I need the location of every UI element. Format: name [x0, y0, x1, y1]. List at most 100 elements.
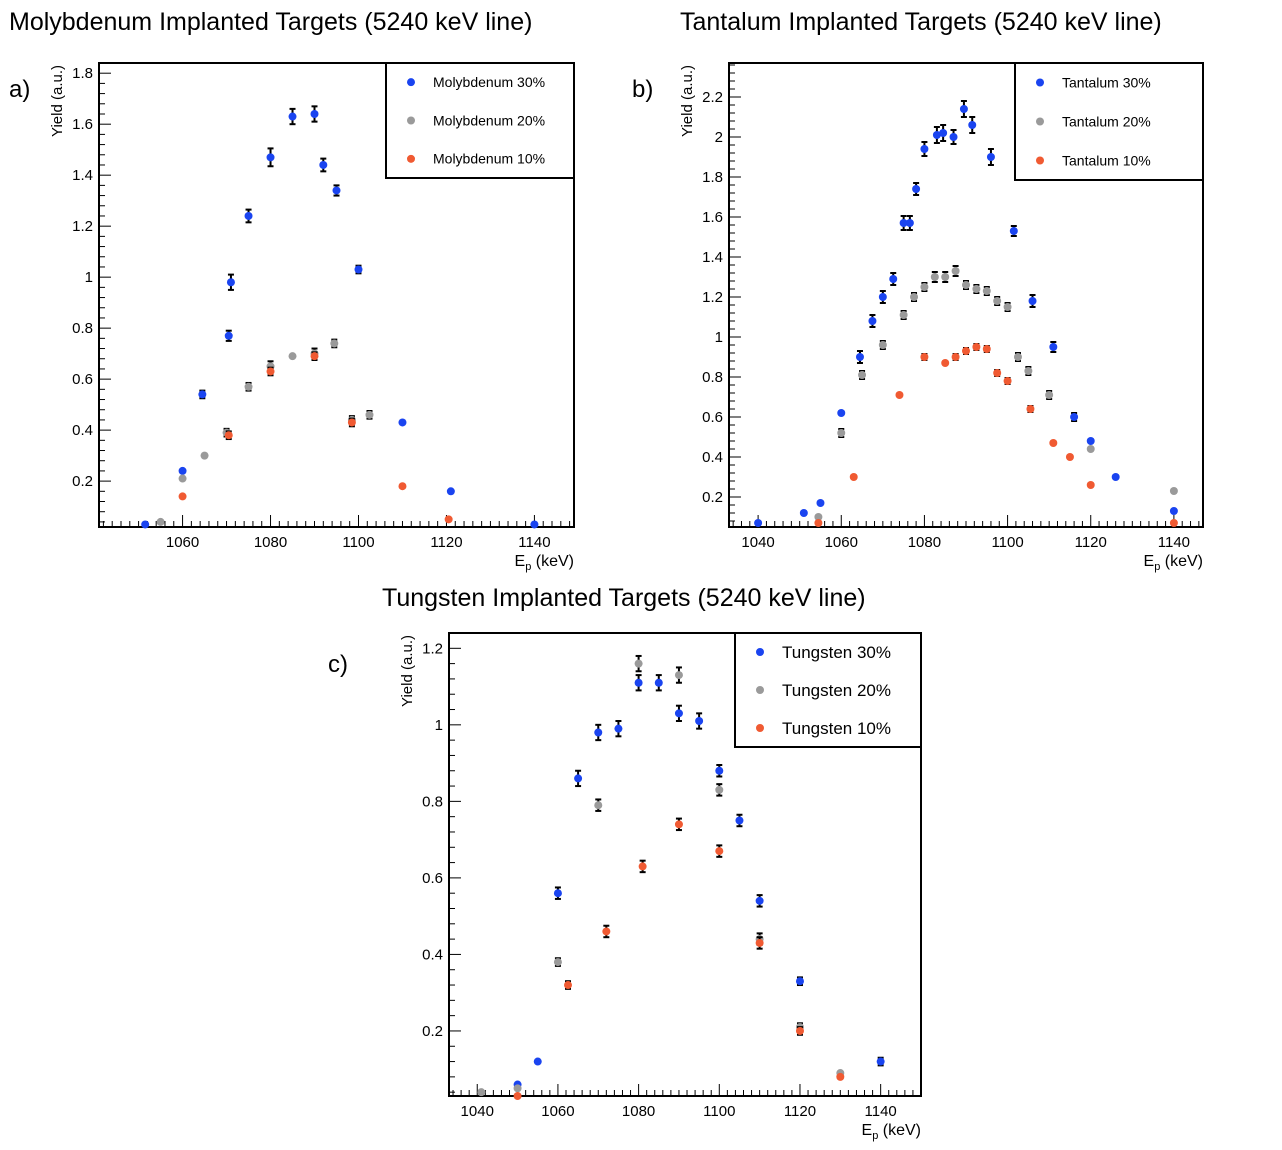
chart-b-legend-marker — [1036, 156, 1044, 165]
chart-c-series-1-point — [654, 678, 663, 687]
chart-a-legend-marker — [407, 154, 415, 163]
chart-b-series-1-point — [816, 499, 825, 507]
chart-c-x-tick-label: 1100 — [703, 1103, 735, 1120]
chart-c-x-tick-label: 1080 — [622, 1103, 655, 1120]
chart-a-series-3-point — [224, 431, 233, 440]
chart-a-series-2-point — [178, 474, 187, 483]
chart-b-legend-label: Tantalum 10% — [1062, 152, 1151, 168]
chart-b-series-1-point — [799, 509, 808, 517]
chart-a-x-tick-label: 1060 — [166, 534, 199, 551]
chart-a-series-1-point — [198, 390, 207, 399]
chart-b-series-1-point — [1028, 297, 1037, 305]
chart-c-series-1-point — [533, 1057, 542, 1066]
chart-b-series-2-point — [1086, 445, 1095, 453]
chart-a-x-tick-label: 1100 — [342, 534, 374, 551]
chart-c-legend-marker — [756, 724, 764, 732]
chart-b-series-1-point — [855, 353, 864, 361]
chart-a-panel-label: a) — [9, 76, 31, 103]
chart-c-y-tick-label: 1.2 — [422, 640, 443, 657]
chart-b-series-3-point — [1086, 481, 1095, 489]
chart-a-series-2-point — [288, 352, 297, 361]
chart-a-y-tick-label: 1.6 — [72, 116, 93, 133]
chart-a-series-2-point — [244, 382, 253, 391]
chart-b-series-3-point — [920, 353, 929, 361]
chart-b-x-tick-label: 1140 — [1158, 534, 1190, 551]
chart-a-legend-label: Molybdenum 10% — [433, 151, 545, 167]
chart-a-series-1-point — [446, 487, 455, 496]
chart-a-legend-label: Molybdenum 30% — [433, 74, 545, 90]
chart-a-series-1-point — [178, 466, 187, 475]
chart-b-x-tick-label: 1100 — [991, 534, 1023, 551]
chart-b-series-1-point — [939, 129, 948, 137]
chart-a-y-tick-label: 1.8 — [72, 65, 93, 82]
chart-b-series-1-point — [1009, 227, 1018, 235]
chart-b-x-axis-label: Ep (keV) — [1144, 553, 1203, 573]
chart-a-series-2-point — [156, 517, 165, 526]
chart-c-series-3-point — [836, 1072, 845, 1081]
chart-b-y-tick-label: 0.2 — [702, 489, 723, 506]
chart-b-series-2-point — [993, 297, 1002, 305]
chart-b-series-3-point — [1065, 453, 1074, 461]
chart-a-series-2-point — [365, 410, 374, 419]
chart-a-series-3-point — [310, 352, 319, 361]
chart-b-series-2-point — [878, 341, 887, 349]
chart-b-series-1-point — [932, 131, 941, 139]
chart-c-series-2-point — [715, 785, 724, 794]
chart-a-series-1-point — [288, 112, 297, 121]
chart-b-legend-marker — [1036, 78, 1044, 87]
chart-c-y-axis-label: Yield (a.u.) — [399, 635, 416, 707]
chart-b-legend-marker — [1036, 117, 1044, 126]
chart-c-series-3-point — [674, 820, 683, 829]
chart-c-frame — [448, 632, 922, 1097]
chart-a-series-1-point — [224, 331, 233, 340]
chart-b-series-2-point — [1045, 391, 1054, 399]
chart-a-series-2-point — [330, 339, 339, 348]
chart-b-series-2-point — [962, 281, 970, 289]
chart-b-series-2-point — [930, 273, 939, 281]
chart-b-series-2-point — [1013, 353, 1022, 361]
chart-b-series-2-point — [951, 267, 960, 275]
chart-b-y-tick-label: 0.8 — [702, 369, 723, 386]
chart-c-series-1-point — [795, 977, 804, 986]
chart-b-series-3-point — [982, 345, 991, 353]
chart-a-series-1-point — [354, 265, 363, 274]
chart-c-series-3-point — [564, 981, 573, 990]
chart-c-y-tick-label: 0.2 — [422, 1023, 443, 1040]
chart-b-series-1-point — [949, 133, 958, 141]
chart-a-series-3-point — [178, 492, 187, 501]
chart-c-legend-label: Tungsten 10% — [782, 719, 891, 738]
chart-c-legend-marker — [756, 686, 764, 694]
chart-b-series-1-point — [1086, 437, 1095, 445]
chart-a-frame — [98, 62, 575, 528]
chart-b-series-2-point — [1003, 303, 1012, 311]
chart-b-series-3-point — [941, 359, 950, 367]
chart-c-series-2-point — [674, 671, 683, 680]
chart-b-series-2-point — [982, 287, 991, 295]
chart-c-series-3-point — [513, 1092, 522, 1100]
chart-b-series-2-point — [941, 273, 950, 281]
chart-c-series-1-point — [695, 717, 704, 726]
chart-c-legend-label: Tungsten 30% — [782, 643, 891, 662]
chart-c-y-tick-label: 1 — [435, 717, 443, 734]
chart-a-series-1-point — [226, 278, 235, 287]
chart-b-y-axis-label: Yield (a.u.) — [679, 65, 696, 137]
chart-c-series-3-point — [638, 862, 647, 871]
chart-b-y-tick-label: 1.8 — [702, 169, 723, 186]
chart-b-series-1-point — [1070, 413, 1079, 421]
chart-c-x-tick-label: 1040 — [461, 1103, 494, 1120]
chart-a-x-axis-label: Ep (keV) — [515, 553, 574, 573]
chart-b: 1040 1060 1080 1100 1120 1140 0.2 0.4 0.6 0.8 1 1.2… — [679, 62, 1204, 573]
chart-a-legend-marker — [407, 116, 415, 125]
chart-b-series-3-point — [1049, 439, 1058, 447]
chart-c-series-3-point — [602, 927, 611, 936]
chart-a-series-3-point — [444, 515, 453, 524]
chart-c-series-1-point — [755, 896, 764, 905]
chart-a-legend: Molybdenum 30% Molybdenum 20% Molybdenum 1… — [385, 62, 575, 179]
chart-b-series-1-point — [959, 105, 968, 113]
chart-a-series-1-point — [141, 520, 150, 529]
chart-a-title: Molybdenum Implanted Targets (5240 keV l… — [9, 8, 533, 36]
chart-c-series-2-point — [477, 1088, 486, 1097]
chart-b-series-2-point — [920, 283, 929, 291]
chart-b-series-3-point — [814, 519, 823, 527]
chart-b-series-1-point — [868, 317, 877, 325]
